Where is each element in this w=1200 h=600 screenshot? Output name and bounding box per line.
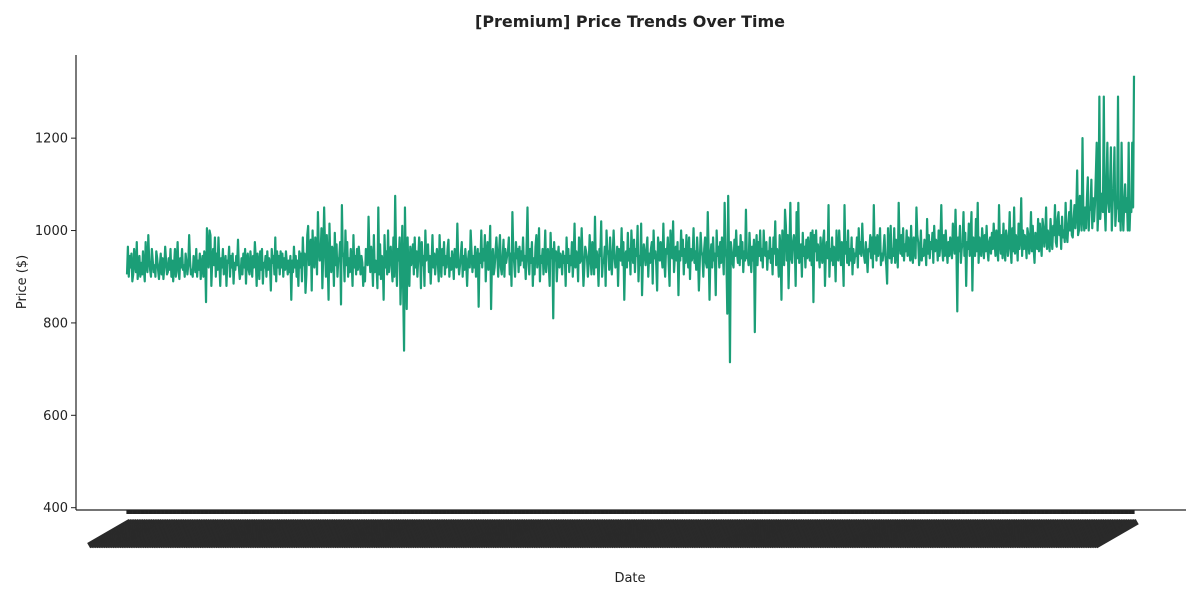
- series-layer: [125, 75, 1136, 364]
- series-line: [125, 75, 1136, 364]
- y-tick-label: 1200: [35, 132, 68, 147]
- y-tick-label: 400: [43, 501, 68, 516]
- x-tick-label: [1094, 519, 1139, 549]
- y-axis-label: Price ($): [15, 255, 30, 309]
- y-tick-label: 800: [43, 316, 68, 331]
- y-tick-label: 1000: [35, 224, 68, 239]
- y-axis: 400 600 800 1000 1200: [35, 55, 77, 516]
- chart-title: [Premium] Price Trends Over Time: [475, 12, 785, 31]
- x-axis: [76, 509, 1186, 549]
- x-tick-labels: [87, 518, 1139, 549]
- y-tick-label: 600: [43, 409, 68, 424]
- x-axis-label: Date: [614, 571, 645, 586]
